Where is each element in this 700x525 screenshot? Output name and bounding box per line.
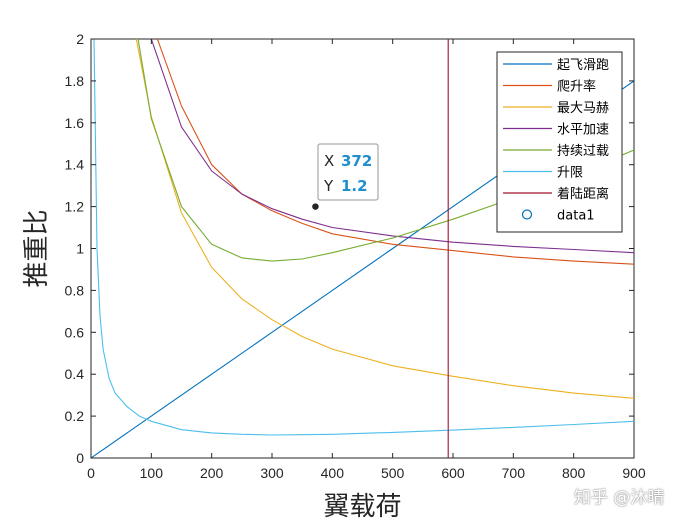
legend-label: data1 xyxy=(557,209,595,224)
data-tip-x-label: X xyxy=(324,152,334,170)
data-tip-y-label: Y xyxy=(323,177,334,195)
y-axis-label: 推重比 xyxy=(22,209,52,287)
x-tick-label: 0 xyxy=(87,465,95,481)
y-axis-ticks: 0 0.2 0.4 0.6 0.8 1 1.2 1.4 1.6 1.8 2 xyxy=(65,31,634,466)
data-tip-box xyxy=(317,143,379,201)
x-tick-label: 100 xyxy=(140,465,164,481)
data-tip-x-value: 372 xyxy=(341,152,372,170)
series-line-6 xyxy=(93,39,634,436)
y-tick-label: 0.2 xyxy=(65,408,85,424)
x-tick-label: 900 xyxy=(622,465,646,481)
y-tick-label: 1.2 xyxy=(65,199,85,215)
legend-label: 最大马赫 xyxy=(557,101,609,116)
x-tick-label: 200 xyxy=(200,465,224,481)
legend-label: 持续过载 xyxy=(557,144,609,159)
legend-box xyxy=(496,51,623,233)
y-tick-label: 0.4 xyxy=(65,366,85,382)
legend-label: 起飞滑跑 xyxy=(557,58,609,73)
x-tick-label: 300 xyxy=(260,465,284,481)
y-tick-label: 1.6 xyxy=(65,115,85,131)
legend-marker xyxy=(521,209,533,220)
series-line-4 xyxy=(150,39,634,254)
x-axis-label: 翼载荷 xyxy=(323,492,401,522)
y-tick-label: 2 xyxy=(76,31,84,47)
series-lines xyxy=(91,39,634,458)
series-line-2 xyxy=(156,39,634,265)
x-tick-label: 700 xyxy=(502,465,526,481)
data-tip-y-value: 1.2 xyxy=(341,177,368,195)
x-tick-label: 500 xyxy=(381,465,405,481)
x-tick-label: 400 xyxy=(321,465,345,481)
y-tick-label: 1.4 xyxy=(65,157,85,173)
series-line-1 xyxy=(91,80,634,458)
y-tick-label: 0.8 xyxy=(65,282,85,298)
legend-label: 升限 xyxy=(557,166,583,181)
series-line-3 xyxy=(135,39,634,399)
y-tick-label: 1 xyxy=(76,241,84,257)
legend-label: 爬升率 xyxy=(557,79,596,95)
data-tip-marker[interactable] xyxy=(310,201,321,212)
watermark: 知乎 @沐晴 xyxy=(574,488,665,508)
legend-label: 水平加速 xyxy=(557,123,609,138)
y-tick-label: 0.6 xyxy=(65,324,85,340)
y-tick-label: 1.8 xyxy=(65,73,85,89)
data-tip[interactable]: X 372 Y 1.2 xyxy=(310,143,379,212)
x-tick-label: 600 xyxy=(441,465,465,481)
y-tick-label: 0 xyxy=(76,450,84,466)
x-axis-ticks: 0 100 200 300 400 500 600 700 800 900 xyxy=(87,39,646,481)
x-tick-label: 800 xyxy=(562,465,586,481)
legend-label: 着陆距离 xyxy=(557,186,609,202)
